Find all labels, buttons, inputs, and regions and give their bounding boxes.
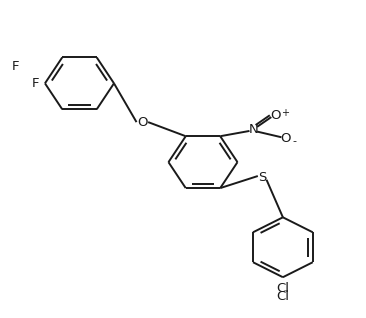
Text: F: F — [32, 77, 40, 90]
Text: +: + — [281, 108, 290, 118]
Text: F: F — [11, 59, 19, 73]
Text: -: - — [292, 136, 296, 146]
Text: Cl: Cl — [276, 282, 290, 295]
Text: O: O — [137, 116, 147, 128]
Text: O: O — [281, 132, 291, 145]
Text: S: S — [258, 171, 266, 184]
Text: Cl: Cl — [276, 290, 290, 303]
Text: O: O — [270, 109, 281, 122]
Text: N: N — [249, 122, 259, 135]
